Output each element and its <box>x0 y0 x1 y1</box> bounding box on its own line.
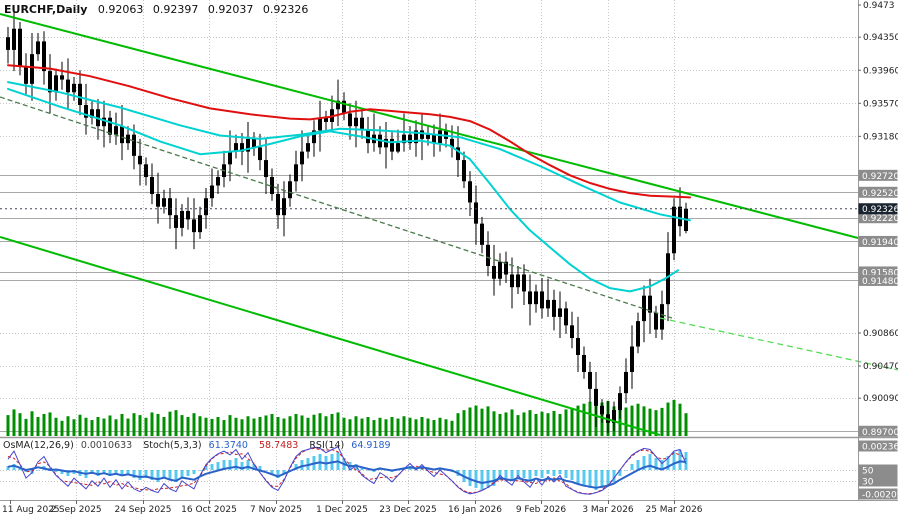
stoch-signal-value: 58.7483 <box>259 440 299 451</box>
svg-text:0.89700: 0.89700 <box>862 428 898 438</box>
ohlc-header: EURCHF,Daily 0.92063 0.92397 0.92037 0.9… <box>4 3 314 16</box>
svg-text:1 Dec 2025: 1 Dec 2025 <box>316 505 368 515</box>
osma-value: 0.0010633 <box>80 440 133 451</box>
svg-text:0.90470: 0.90470 <box>863 362 898 372</box>
svg-text:7 Nov 2025: 7 Nov 2025 <box>250 505 302 515</box>
svg-text:0.93960: 0.93960 <box>863 66 898 76</box>
svg-text:0.92220: 0.92220 <box>862 214 898 224</box>
svg-text:25 Mar 2026: 25 Mar 2026 <box>645 505 702 515</box>
svg-text:3 Mar 2026: 3 Mar 2026 <box>582 505 634 515</box>
svg-text:0.9473: 0.9473 <box>863 1 895 11</box>
svg-text:0.93570: 0.93570 <box>863 99 898 109</box>
svg-text:24 Sep 2025: 24 Sep 2025 <box>114 505 171 515</box>
rsi-label: RSI(14) <box>309 440 345 451</box>
open-value: 0.92063 <box>97 3 144 16</box>
svg-text:-0.00209: -0.00209 <box>862 491 898 501</box>
high-value: 0.92397 <box>152 3 199 16</box>
svg-text:30: 30 <box>862 478 874 488</box>
symbol-timeframe-label: EURCHF,Daily <box>4 3 88 16</box>
indicator-header: OsMA(12,26,9) 0.0010633 Stoch(5,3,3) 61.… <box>3 440 399 451</box>
svg-text:0.00236: 0.00236 <box>862 443 898 453</box>
low-value: 0.92037 <box>207 3 254 16</box>
svg-text:0.91480: 0.91480 <box>862 277 898 287</box>
svg-text:0.92520: 0.92520 <box>862 189 898 199</box>
svg-text:50: 50 <box>862 467 874 477</box>
osma-label: OsMA(12,26,9) <box>3 440 74 451</box>
svg-text:0.92326: 0.92326 <box>862 205 898 215</box>
close-value: 0.92326 <box>262 3 309 16</box>
svg-text:11 Aug 2025: 11 Aug 2025 <box>2 505 60 515</box>
svg-text:0.94350: 0.94350 <box>863 33 898 43</box>
svg-text:16 Oct 2025: 16 Oct 2025 <box>181 505 237 515</box>
svg-text:9 Feb 2026: 9 Feb 2026 <box>516 505 567 515</box>
stoch-main-value: 61.3740 <box>208 440 248 451</box>
svg-text:0.90860: 0.90860 <box>863 329 898 339</box>
svg-text:0.90090: 0.90090 <box>863 394 898 404</box>
svg-text:23 Dec 2025: 23 Dec 2025 <box>379 505 437 515</box>
svg-text:0.91940: 0.91940 <box>862 238 898 248</box>
svg-text:0.92720: 0.92720 <box>862 172 898 182</box>
svg-text:0.93180: 0.93180 <box>863 132 898 142</box>
svg-text:0.91580: 0.91580 <box>862 268 898 278</box>
svg-text:16 Jan 2026: 16 Jan 2026 <box>448 505 502 515</box>
rsi-value: 64.9189 <box>351 440 391 451</box>
stoch-label: Stoch(5,3,3) <box>143 440 202 451</box>
svg-text:2 Sep 2025: 2 Sep 2025 <box>50 505 101 515</box>
